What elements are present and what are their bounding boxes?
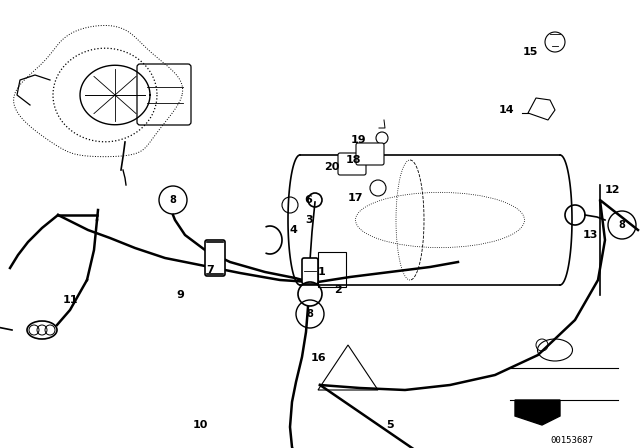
Text: 16: 16 <box>310 353 326 363</box>
Text: 9: 9 <box>176 290 184 300</box>
Text: 20: 20 <box>324 162 340 172</box>
Text: 18: 18 <box>345 155 361 165</box>
Text: 2: 2 <box>334 285 342 295</box>
Polygon shape <box>515 400 560 425</box>
Text: 8: 8 <box>619 220 625 230</box>
Text: 4: 4 <box>289 225 297 235</box>
FancyBboxPatch shape <box>356 143 384 165</box>
Text: 17: 17 <box>348 193 363 203</box>
Text: 15: 15 <box>522 47 538 57</box>
Text: 7: 7 <box>206 265 214 275</box>
Text: 1: 1 <box>318 267 326 277</box>
Text: 5: 5 <box>386 420 394 430</box>
Text: 19: 19 <box>350 135 366 145</box>
FancyBboxPatch shape <box>205 240 225 276</box>
Text: 14: 14 <box>499 105 515 115</box>
Text: 3: 3 <box>305 215 313 225</box>
Text: 8: 8 <box>307 309 314 319</box>
FancyBboxPatch shape <box>338 153 366 175</box>
Text: 13: 13 <box>582 230 598 240</box>
Text: 00153687: 00153687 <box>550 435 593 444</box>
Text: 10: 10 <box>192 420 208 430</box>
Text: 6: 6 <box>304 195 312 205</box>
Text: 12: 12 <box>604 185 620 195</box>
Text: 8: 8 <box>170 195 177 205</box>
Polygon shape <box>528 98 555 120</box>
Text: 11: 11 <box>62 295 77 305</box>
FancyBboxPatch shape <box>302 258 318 284</box>
